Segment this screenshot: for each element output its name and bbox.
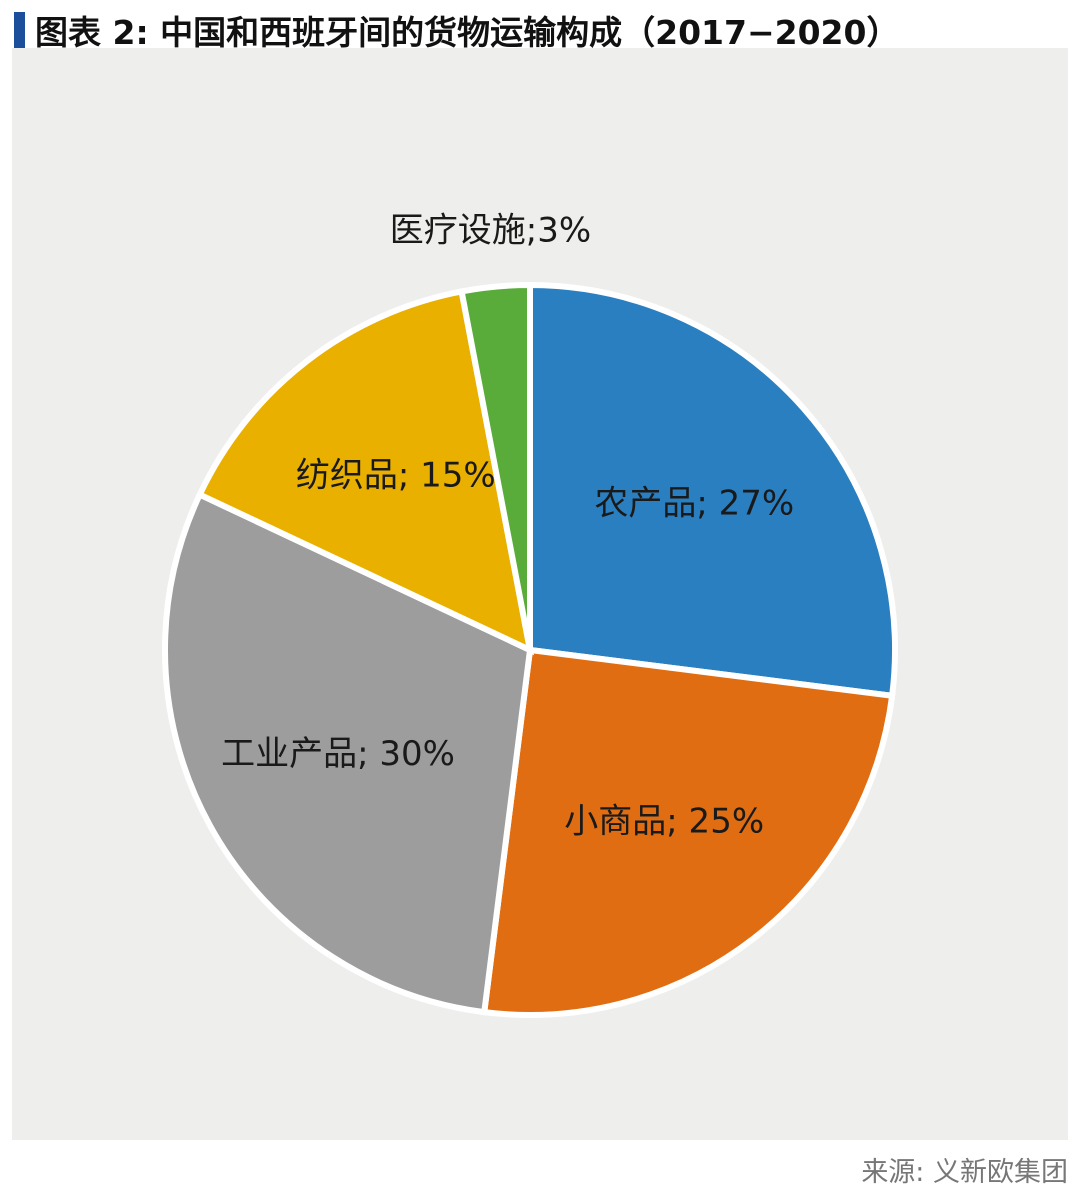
title-row: 图表 2: 中国和西班牙间的货物运输构成（2017−2020） xyxy=(14,6,899,54)
slice-label: 小商品; 25% xyxy=(564,802,764,842)
pie-slice xyxy=(458,281,533,651)
slice-label: 农产品; 27% xyxy=(594,484,794,524)
slice-label: 纺织品; 15% xyxy=(296,455,496,495)
slice-label: 工业产品; 30% xyxy=(221,734,455,774)
pie-slice xyxy=(480,646,896,1018)
chart-title: 图表 2: 中国和西班牙间的货物运输构成（2017−2020） xyxy=(35,13,900,52)
pie-slice xyxy=(527,281,898,700)
title-marker xyxy=(14,12,25,48)
pie-slice xyxy=(195,287,535,656)
pie-slice xyxy=(162,490,534,1016)
source-note: 来源: 义新欧集团 xyxy=(861,1157,1068,1188)
slice-label: 医疗设施;3% xyxy=(390,211,591,251)
